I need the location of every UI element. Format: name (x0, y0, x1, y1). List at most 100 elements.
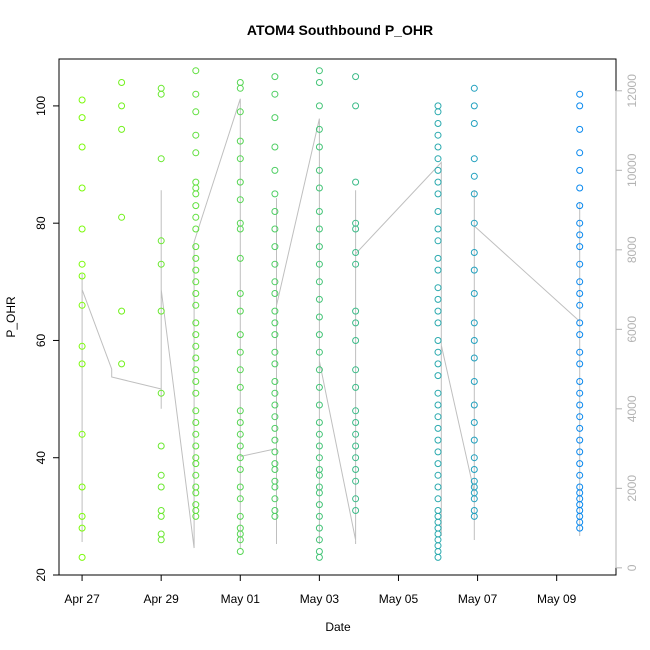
data-point (78, 512, 86, 520)
data-point (236, 466, 244, 473)
data-point (157, 442, 165, 450)
data-point (192, 90, 200, 98)
data-point (78, 430, 86, 438)
data-point (271, 331, 279, 339)
data-point (157, 237, 165, 245)
data-point (576, 360, 584, 368)
data-point (434, 108, 442, 116)
data-point (315, 471, 323, 479)
x-tick-label: May 03 (300, 592, 340, 606)
data-point (271, 278, 279, 286)
data-point (434, 166, 442, 174)
data-point (434, 483, 442, 491)
data-point (315, 489, 323, 497)
data-point (157, 483, 165, 491)
data-point (192, 354, 200, 362)
data-point (352, 477, 360, 485)
data-point (434, 266, 442, 274)
x-tick-label: May 07 (458, 592, 498, 606)
data-point (434, 536, 442, 544)
data-point (315, 260, 323, 268)
data-point (576, 389, 584, 397)
data-point (78, 524, 86, 532)
data-point (576, 202, 584, 210)
data-point (470, 419, 478, 426)
data-point (192, 202, 200, 210)
data-point (271, 307, 279, 315)
data-point (271, 495, 279, 503)
data-point (236, 79, 244, 86)
data-point (315, 225, 323, 233)
data-point (192, 190, 200, 198)
data-point (157, 307, 165, 315)
data-point (576, 149, 584, 157)
data-point (576, 524, 584, 532)
data-point (470, 319, 478, 327)
y-axis-right: 0 2000 4000 6000 8000 10000 12000 (615, 74, 639, 571)
data-point (352, 466, 360, 473)
x-tick-label: Apr 29 (143, 592, 179, 606)
data-point (315, 102, 323, 110)
data-point (192, 184, 200, 192)
data-point (576, 184, 584, 192)
data-point (192, 149, 200, 157)
data-point (352, 495, 360, 503)
data-point (315, 501, 323, 509)
data-point (192, 278, 200, 286)
data-point (271, 143, 279, 151)
x-tick-label: Apr 27 (64, 592, 100, 606)
data-point (315, 208, 323, 215)
x-tick-label: May 09 (537, 592, 577, 606)
data-point (271, 360, 279, 368)
data-point (434, 372, 442, 380)
data-point (576, 219, 584, 227)
data-point (315, 419, 323, 426)
data-point (434, 307, 442, 315)
data-point (576, 331, 584, 339)
data-point (434, 102, 442, 110)
data-point (271, 319, 279, 327)
y-axis-left: 20 40 60 80 100 (34, 96, 60, 582)
data-point (157, 389, 165, 397)
x-tick-label: May 01 (221, 592, 261, 606)
data-point (434, 131, 442, 139)
data-point (470, 219, 478, 227)
data-point (192, 266, 200, 274)
data-point (576, 243, 584, 251)
data-point (236, 290, 244, 297)
data-point (315, 184, 323, 192)
data-point (271, 260, 279, 268)
data-point (470, 495, 478, 503)
data-point (352, 407, 360, 415)
data-point (434, 413, 442, 421)
data-point (192, 460, 200, 468)
data-point (315, 67, 323, 75)
data-point (315, 348, 323, 356)
data-point (470, 290, 478, 297)
data-point (315, 143, 323, 151)
data-point (576, 231, 584, 239)
data-point (315, 536, 323, 544)
data-point (118, 79, 126, 86)
data-point (192, 378, 200, 385)
data-point (271, 401, 279, 409)
data-point (352, 454, 360, 462)
data-point (271, 166, 279, 174)
data-point (470, 436, 478, 444)
data-point (271, 348, 279, 356)
data-point (434, 542, 442, 550)
data-point (192, 442, 200, 450)
data-point (192, 331, 200, 339)
data-point (470, 190, 478, 198)
data-point (236, 383, 244, 391)
data-point (271, 466, 279, 473)
data-point (192, 213, 200, 221)
data-point (192, 67, 200, 75)
data-point (236, 307, 244, 315)
data-point (434, 237, 442, 245)
data-point (470, 512, 478, 520)
data-point (192, 254, 200, 262)
data-point (315, 442, 323, 450)
data-point (576, 460, 584, 468)
